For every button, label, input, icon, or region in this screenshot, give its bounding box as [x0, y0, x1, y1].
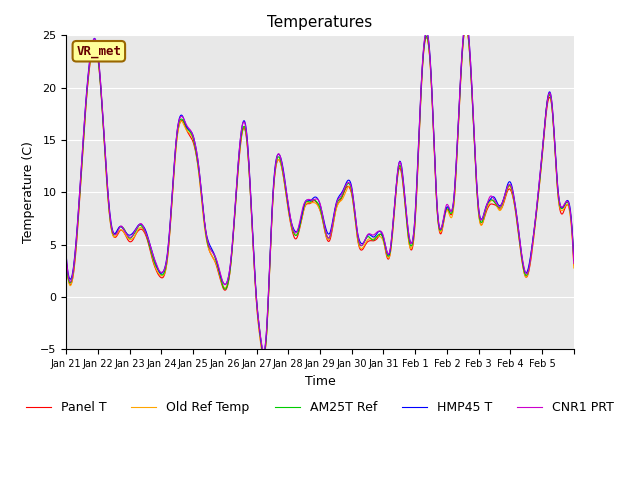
Old Ref Temp — [570, 265, 578, 271]
Line: HMP45 T: HMP45 T — [66, 22, 574, 352]
CNR1 PRT — [122, 230, 129, 236]
Title: Temperatures: Temperatures — [268, 15, 372, 30]
Panel T — [372, 236, 380, 242]
HMP45 T — [215, 267, 223, 273]
Line: Old Ref Temp: Old Ref Temp — [66, 27, 574, 356]
Panel T — [570, 262, 578, 268]
AM25T Ref — [215, 268, 223, 274]
Panel T — [260, 352, 268, 358]
CNR1 PRT — [215, 266, 223, 272]
CNR1 PRT — [241, 119, 248, 125]
Old Ref Temp — [62, 256, 70, 262]
Panel T — [401, 202, 409, 208]
Old Ref Temp — [260, 353, 268, 359]
AM25T Ref — [62, 258, 70, 264]
Panel T — [122, 233, 129, 239]
HMP45 T — [260, 349, 268, 355]
Panel T — [241, 125, 248, 131]
Old Ref Temp — [401, 201, 409, 207]
AM25T Ref — [570, 258, 578, 264]
AM25T Ref — [260, 351, 268, 357]
HMP45 T — [570, 258, 578, 264]
HMP45 T — [462, 19, 470, 24]
Old Ref Temp — [215, 270, 223, 276]
CNR1 PRT — [401, 196, 409, 202]
Old Ref Temp — [462, 24, 470, 30]
Old Ref Temp — [260, 353, 268, 359]
AM25T Ref — [401, 199, 409, 205]
AM25T Ref — [372, 234, 380, 240]
Y-axis label: Temperature (C): Temperature (C) — [22, 142, 35, 243]
CNR1 PRT — [372, 229, 380, 235]
HMP45 T — [62, 252, 70, 258]
HMP45 T — [372, 231, 380, 237]
Panel T — [260, 352, 268, 358]
Text: VR_met: VR_met — [76, 45, 122, 58]
Old Ref Temp — [372, 234, 380, 240]
AM25T Ref — [122, 229, 129, 235]
Legend: Panel T, Old Ref Temp, AM25T Ref, HMP45 T, CNR1 PRT: Panel T, Old Ref Temp, AM25T Ref, HMP45 … — [21, 396, 619, 420]
CNR1 PRT — [462, 20, 470, 25]
HMP45 T — [122, 229, 129, 235]
CNR1 PRT — [570, 261, 578, 266]
CNR1 PRT — [260, 348, 268, 354]
HMP45 T — [241, 118, 248, 123]
HMP45 T — [401, 196, 409, 202]
CNR1 PRT — [260, 348, 268, 354]
Panel T — [215, 272, 223, 277]
Line: AM25T Ref: AM25T Ref — [66, 25, 574, 354]
Panel T — [62, 257, 70, 263]
Line: Panel T: Panel T — [66, 26, 574, 355]
X-axis label: Time: Time — [305, 374, 335, 387]
Old Ref Temp — [241, 124, 248, 130]
AM25T Ref — [462, 22, 470, 28]
Line: CNR1 PRT: CNR1 PRT — [66, 23, 574, 351]
CNR1 PRT — [62, 253, 70, 259]
Old Ref Temp — [122, 232, 129, 238]
HMP45 T — [260, 349, 268, 355]
AM25T Ref — [260, 351, 268, 357]
Panel T — [462, 24, 470, 29]
AM25T Ref — [241, 123, 248, 129]
